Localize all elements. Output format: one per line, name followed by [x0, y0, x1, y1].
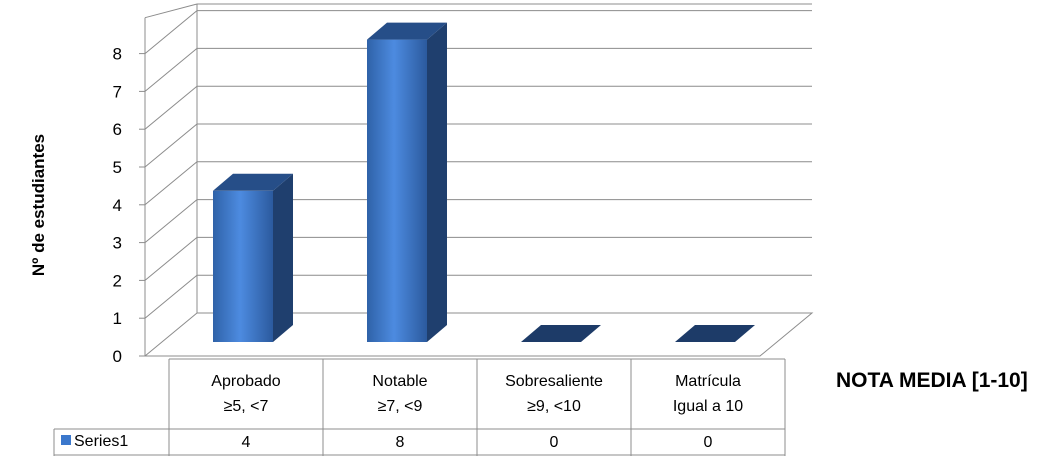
gridline — [144, 10, 812, 54]
legend-key — [61, 435, 71, 445]
category-label: ≥7, <9 — [378, 398, 423, 415]
data-value: 0 — [550, 434, 559, 451]
bar — [675, 325, 755, 342]
y-tick-label: 7 — [113, 82, 122, 101]
bar-top — [213, 173, 293, 191]
y-axis-title: Nº de estudiantes — [29, 134, 48, 276]
bar-side — [273, 173, 293, 342]
category-label: Igual a 10 — [673, 398, 743, 415]
data-value: 8 — [396, 434, 405, 451]
bar-top — [675, 325, 755, 342]
y-tick-label: 2 — [113, 271, 122, 290]
y-tick-label: 1 — [113, 309, 122, 328]
x-axis-title: NOTA MEDIA [1-10] — [836, 369, 1028, 392]
gridline — [144, 47, 812, 92]
y-tick-label: 6 — [113, 120, 122, 139]
gridline — [144, 161, 812, 206]
data-table: Aprobado ≥5, <7 Notable ≥7, <9 Sobresaliente… — [53, 358, 786, 456]
bar-side — [427, 22, 447, 342]
category-label: ≥5, <7 — [224, 398, 269, 415]
y-axis-ticks: 0 1 2 3 4 5 6 7 8 — [113, 45, 145, 366]
gridline — [144, 274, 812, 319]
gridline — [144, 199, 812, 243]
gridlines — [144, 10, 812, 319]
floor — [143, 312, 814, 357]
y-tick-label: 8 — [113, 45, 122, 64]
side-wall-top-edge — [144, 3, 198, 19]
bar-top — [367, 22, 447, 40]
bar — [213, 173, 293, 342]
category-label: Aprobado — [211, 373, 280, 390]
gridline — [144, 123, 812, 168]
category-label: Sobresaliente — [505, 373, 603, 390]
data-value: 4 — [242, 434, 251, 451]
y-tick-label: 5 — [113, 158, 122, 177]
y-tick-label: 0 — [113, 347, 122, 366]
category-label: ≥9, <10 — [527, 398, 581, 415]
data-value: 0 — [704, 434, 713, 451]
y-tick-label: 3 — [113, 234, 122, 253]
bar — [367, 22, 447, 342]
gridline — [144, 236, 812, 281]
series-name: Series1 — [74, 433, 128, 450]
bar — [521, 325, 601, 342]
plot-frame — [143, 3, 814, 357]
gridline — [144, 85, 812, 130]
category-label: Matrícula — [675, 373, 741, 390]
bar-top — [521, 325, 601, 342]
bars — [213, 22, 755, 342]
category-label: Notable — [372, 373, 427, 390]
bar-front — [213, 190, 273, 342]
y-tick-label: 4 — [113, 196, 122, 215]
bar-front — [367, 39, 427, 342]
